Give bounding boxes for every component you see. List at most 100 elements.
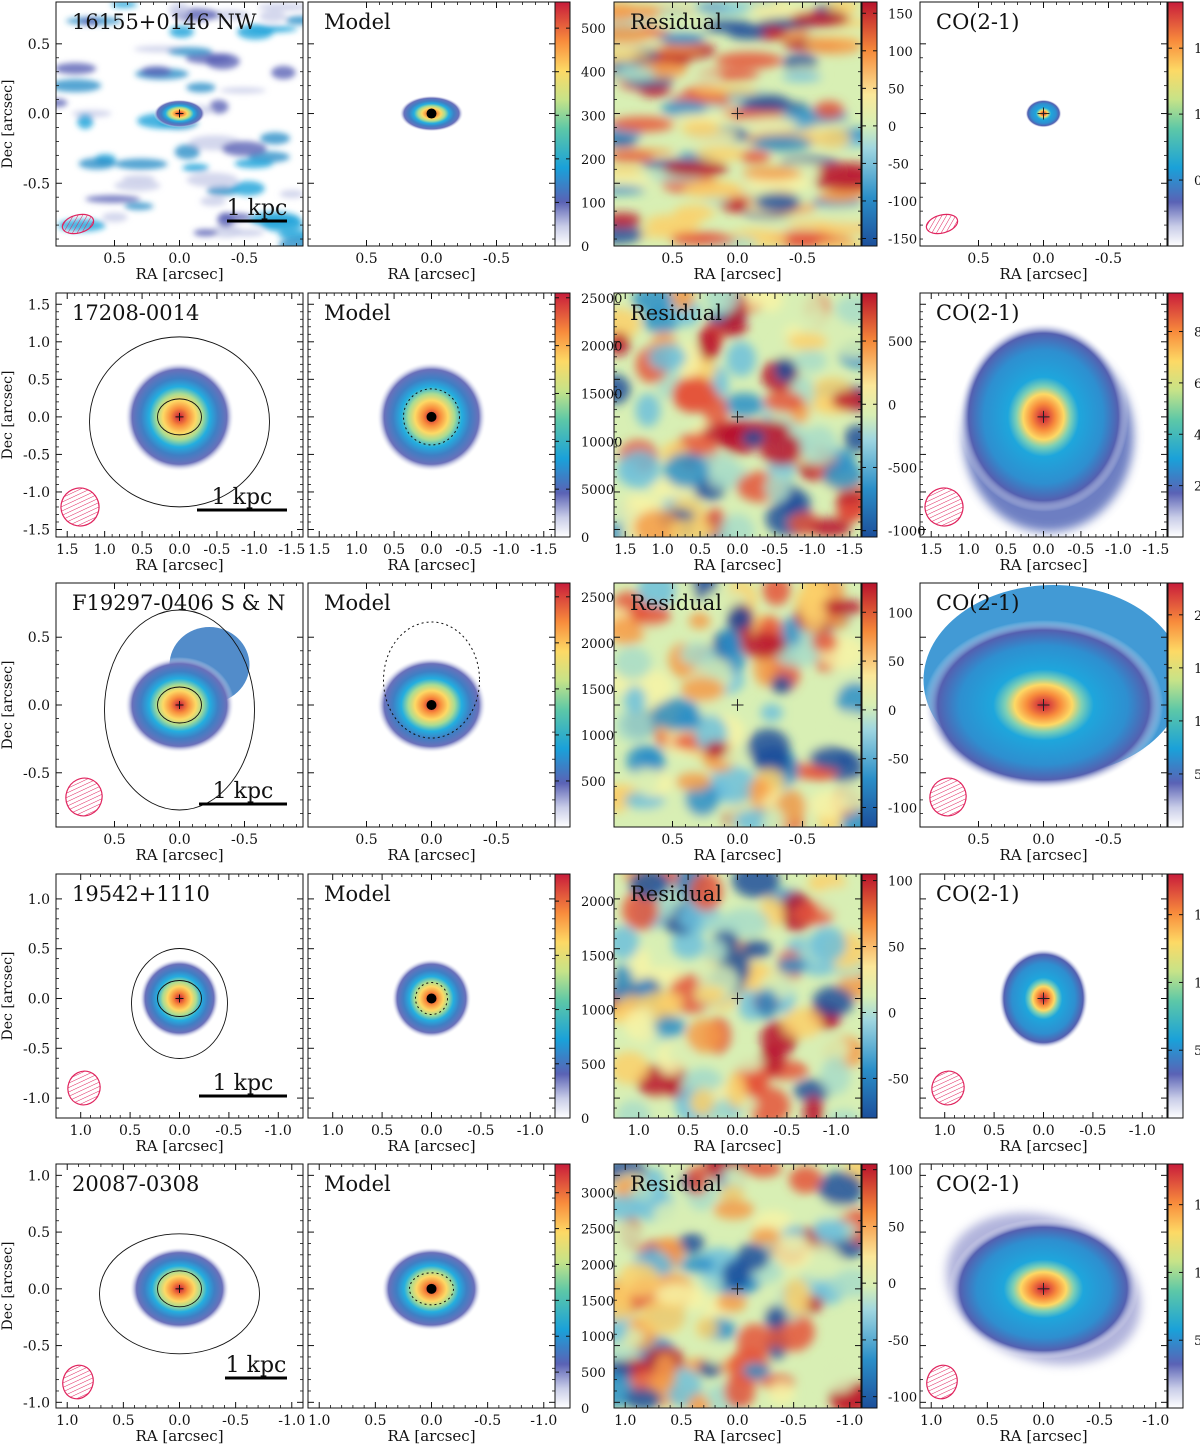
- residual-blob: [789, 10, 851, 27]
- residual-blob: [654, 1352, 677, 1392]
- x-tick-label: 1.0: [958, 542, 980, 558]
- residual-blob: [813, 172, 861, 191]
- residual-blob: [686, 1164, 709, 1196]
- data-panel: 1.0 0.5 0.0 -0.5 -1.0 1.0 0.5 0.0 -0.5 -1.0 RA [ar…: [0, 1163, 305, 1445]
- residual-blob: [694, 986, 726, 1003]
- colorbar-tick-label: 0: [581, 240, 589, 255]
- residual-blob: [793, 349, 827, 373]
- residual-blob: [663, 452, 709, 489]
- x-tick-label: 0.0: [420, 251, 442, 267]
- noise-blob: [200, 196, 226, 207]
- residual-blob: [726, 605, 753, 631]
- residual-blob: [680, 120, 721, 136]
- residual-blob: [652, 1201, 698, 1229]
- residual-blob: [648, 343, 687, 372]
- noise-blob: [56, 79, 102, 93]
- point-source-marker: [426, 108, 437, 119]
- residual-blob: [690, 1088, 715, 1116]
- residual-blob: [635, 393, 661, 428]
- residual-blob: [787, 332, 828, 350]
- residual-blob: [742, 166, 803, 181]
- residual-blob: [781, 1007, 824, 1039]
- x-tick-label: -1.0: [1129, 1123, 1156, 1139]
- colorbar-tick-label: 500: [581, 1366, 606, 1381]
- residual-blob: [726, 1072, 747, 1109]
- residual-blob: [614, 116, 675, 133]
- x-tick-label: -1.5: [1142, 542, 1169, 558]
- residual-blob: [721, 907, 770, 938]
- panel-row: 1.0 0.5 0.0 -0.5 -1.01.00.50.0-0.5-1.0RA [ar…: [0, 1163, 1200, 1445]
- beam-ellipse: [61, 213, 95, 235]
- x-tick-label: 0.5: [677, 1123, 699, 1139]
- x-tick-label: -0.5: [483, 251, 510, 267]
- x-tick-label: 0.5: [670, 1413, 692, 1429]
- residual-blob: [671, 293, 694, 312]
- y-tick-label: 0.5: [28, 942, 50, 958]
- residual-blob: [671, 930, 706, 959]
- y-tick-label: 0.0: [28, 107, 50, 123]
- noise-blob: [79, 18, 100, 26]
- co-colorbar: 20 40 60 80: [1167, 292, 1200, 538]
- colorbar-tick-label: 0: [888, 1006, 896, 1021]
- x-axis-label: RA [arcsec]: [693, 846, 781, 864]
- residual-blob: [685, 1067, 722, 1094]
- noise-blob: [140, 66, 172, 77]
- residual-blob: [726, 2, 779, 7]
- noise-blob: [182, 163, 209, 172]
- colorbar-tick-label: 1.5: [1194, 42, 1200, 57]
- x-axis-label: RA [arcsec]: [999, 846, 1087, 864]
- colorbar-tick-label: 0: [581, 531, 589, 546]
- residual-blob: [614, 1219, 641, 1249]
- colorbar-tick-label: -100: [888, 1391, 917, 1406]
- residual-blob: [617, 65, 656, 81]
- colorbar-tick-label: 400: [581, 66, 606, 81]
- residual-blob: [675, 772, 712, 792]
- residual-blob: [691, 85, 759, 96]
- residual-blob: [700, 423, 749, 444]
- residual-blob: [737, 1323, 773, 1361]
- y-tick-label: 0.5: [28, 37, 50, 53]
- colorbar-tick-label: 200: [581, 153, 606, 168]
- residual-blob: [818, 1171, 861, 1207]
- residual-blob: [742, 94, 790, 111]
- colorbar-tick-label: 15: [1194, 662, 1200, 677]
- noise-blob: [186, 172, 238, 188]
- y-tick-label: -1.5: [23, 522, 50, 538]
- x-tick-label: 0.0: [168, 1123, 190, 1139]
- scale-bar-label: 1 kpc: [212, 485, 273, 510]
- x-tick-label: 0.5: [661, 832, 683, 848]
- x-tick-label: -0.5: [231, 832, 258, 848]
- residual-blob: [662, 160, 729, 178]
- residual-blob: [673, 232, 725, 241]
- x-tick-label: -0.5: [761, 542, 788, 558]
- residual-blob: [777, 789, 806, 825]
- residual-blob: [614, 964, 635, 1004]
- residual-blob: [614, 24, 653, 45]
- colorbar-tick-label: 50: [888, 82, 905, 97]
- beam-ellipse: [926, 1364, 958, 1400]
- x-tick-label: -0.5: [1079, 1123, 1106, 1139]
- residual-blob: [778, 956, 807, 975]
- x-tick-label: -0.5: [203, 542, 230, 558]
- colorbar-gradient: [861, 582, 878, 828]
- colorbar-tick-label: 1500: [581, 683, 614, 698]
- colorbar-tick-label: 15: [1194, 909, 1200, 924]
- x-tick-label: -1.0: [799, 542, 826, 558]
- colorbar-tick-label: 1500: [581, 1294, 614, 1309]
- noise-blob: [167, 47, 213, 56]
- data-panel: 1.0 0.5 0.0 -0.5 -1.0 1.0 0.5 0.0 -0.5 -1.0 RA [ar…: [0, 873, 304, 1155]
- contour: [89, 336, 270, 508]
- noise-blob: [77, 113, 94, 129]
- colorbar-tick-label: 25000: [581, 292, 622, 307]
- data-panel: 0.5 0.0 -0.5 0.5 0.0 -0.5 RA [arcsec] Dec [arcs…: [0, 1, 304, 283]
- residual-blob: [820, 1056, 851, 1096]
- colorbar-gradient: [861, 1163, 878, 1409]
- residual-blob: [836, 682, 861, 718]
- colorbar-tick-label: 10000: [581, 435, 622, 450]
- noise-blob: [228, 228, 265, 237]
- x-tick-label: 0.5: [967, 832, 989, 848]
- colorbar-tick-label: -100: [888, 801, 917, 816]
- colorbar-tick-label: 100: [888, 875, 913, 890]
- colorbar-tick-label: -50: [888, 753, 909, 768]
- residual-blob: [741, 429, 766, 447]
